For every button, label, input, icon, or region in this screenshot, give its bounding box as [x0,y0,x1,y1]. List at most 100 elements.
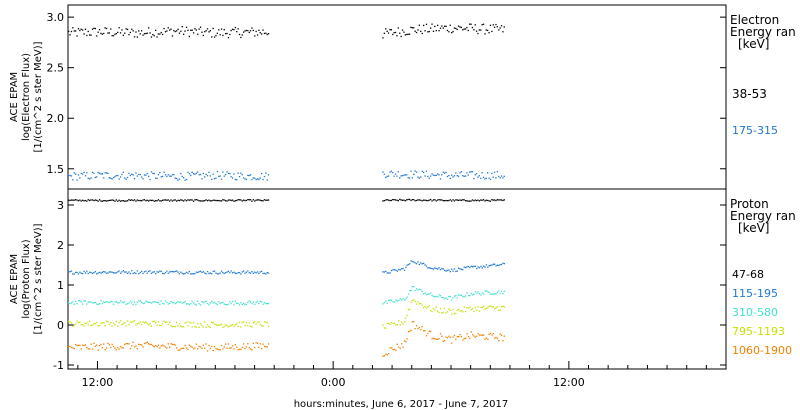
data-point [70,199,73,201]
data-point [503,26,505,28]
data-point [254,303,256,305]
data-point [414,170,416,172]
data-point [190,273,192,275]
data-point [68,302,70,304]
data-point [80,272,82,274]
data-point [474,199,476,201]
data-point [406,174,408,176]
data-point [230,270,232,272]
data-point [478,175,480,177]
data-point [97,200,99,202]
data-point [455,199,457,201]
data-point [500,306,503,308]
data-point [488,32,490,34]
data-point [473,293,475,295]
data-point [404,200,406,202]
data-point [91,28,94,30]
data-point [442,268,444,270]
data-point [402,323,404,325]
data-point [238,304,241,306]
data-point [434,267,436,269]
data-point [115,301,117,303]
data-point [162,272,164,274]
data-point [244,199,246,202]
data-point [209,200,211,202]
data-point [86,200,88,202]
data-point [219,302,221,304]
data-point [159,303,161,305]
data-point [498,309,500,312]
data-point [437,268,439,270]
data-point [149,323,151,325]
data-point [133,346,136,348]
data-point [125,178,127,180]
data-point [480,306,482,308]
data-point [159,324,161,327]
data-point [498,340,500,342]
data-point [495,336,497,339]
data-point [87,199,89,201]
data-point [121,301,123,303]
data-point [187,303,189,305]
data-point [164,346,167,348]
data-point [146,272,148,274]
data-point [395,349,397,351]
data-point [79,177,81,179]
y-tick-label: 2 [57,239,64,252]
data-point [445,297,447,299]
data-point [181,26,183,28]
data-point [432,174,435,176]
data-point [494,337,496,339]
data-point [410,26,412,28]
data-point [229,347,231,349]
data-point [157,344,160,346]
data-point [267,33,270,35]
data-point [498,199,500,201]
data-point [387,199,390,201]
data-point [437,173,439,175]
data-point [449,24,451,26]
data-point [183,33,185,35]
data-point [145,270,147,272]
data-point [493,26,496,28]
data-point [403,299,406,301]
data-point [122,323,124,325]
data-point [98,303,101,305]
data-point [93,322,95,325]
data-point [150,199,153,202]
data-point [119,200,122,202]
data-point [427,267,429,269]
data-point [230,199,232,202]
data-point [176,200,178,202]
data-point [495,177,497,179]
data-point [414,262,416,264]
data-point [215,34,217,37]
data-point [472,294,474,296]
data-point [83,33,85,35]
data-point [390,299,393,301]
data-point [459,310,461,312]
data-point [199,270,202,272]
data-point [502,199,504,202]
data-point [205,326,207,328]
data-point [408,33,411,35]
data-point [190,199,192,201]
data-point [406,199,408,201]
data-point [456,336,458,338]
data-point [195,29,197,31]
data-point [421,200,423,202]
data-point [170,175,172,177]
data-point [462,295,464,297]
data-point [204,272,206,274]
data-point [129,272,131,275]
data-point [126,176,129,179]
data-point [449,336,451,339]
data-point [83,300,85,302]
data-point [446,200,449,202]
data-point [390,29,392,31]
data-point [462,29,464,31]
data-point [209,272,211,274]
data-point [233,200,235,202]
data-point [261,325,263,327]
data-point [173,199,175,201]
